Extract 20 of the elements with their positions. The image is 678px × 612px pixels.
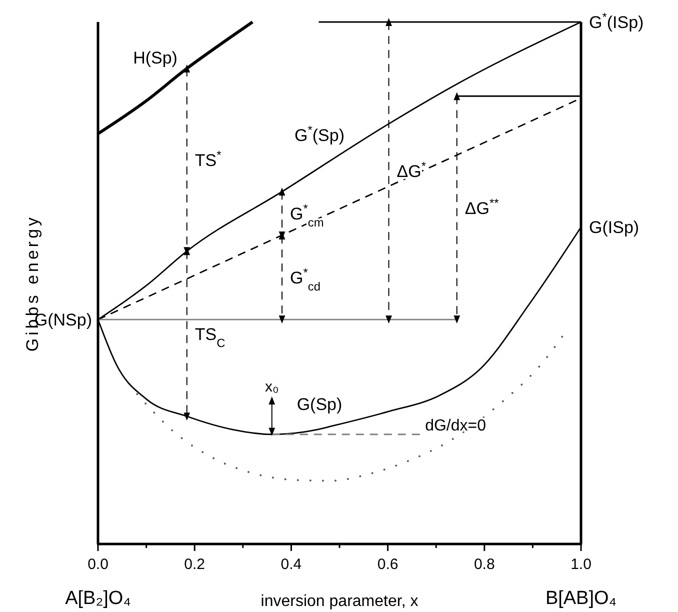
- text: A[B₂]O₄: [65, 588, 132, 609]
- x-tick-label: 1.0: [570, 556, 592, 573]
- text: B[AB]O₄: [545, 588, 617, 609]
- series-label: ΔG$^{*}$: [396, 158, 426, 181]
- series-label: TS$^{*}$: [194, 148, 222, 170]
- series-label: G(Sp): [296, 395, 342, 414]
- series-label: G$^{*}$(ISp): [589, 10, 644, 32]
- series-label: H(Sp): [133, 48, 178, 68]
- x-tick-label: 0.0: [88, 556, 108, 573]
- series-label: dG/dx=0: [425, 417, 486, 434]
- x-tick-label: 0.4: [280, 556, 302, 573]
- series-label: x₀: [265, 378, 279, 396]
- x-tick-label: 0.6: [377, 556, 398, 573]
- series-label: TS$_{C}$: [194, 324, 226, 350]
- x-tick-label: 0.8: [474, 556, 495, 573]
- annotation: G(ISp): [589, 218, 640, 238]
- x-tick-label: 0.2: [184, 556, 206, 573]
- series-label: ΔG$^{**}$: [464, 196, 500, 218]
- x-axis-title: inversion parameter, x: [260, 593, 418, 610]
- series-label: G$^{*}$(Sp): [294, 123, 344, 146]
